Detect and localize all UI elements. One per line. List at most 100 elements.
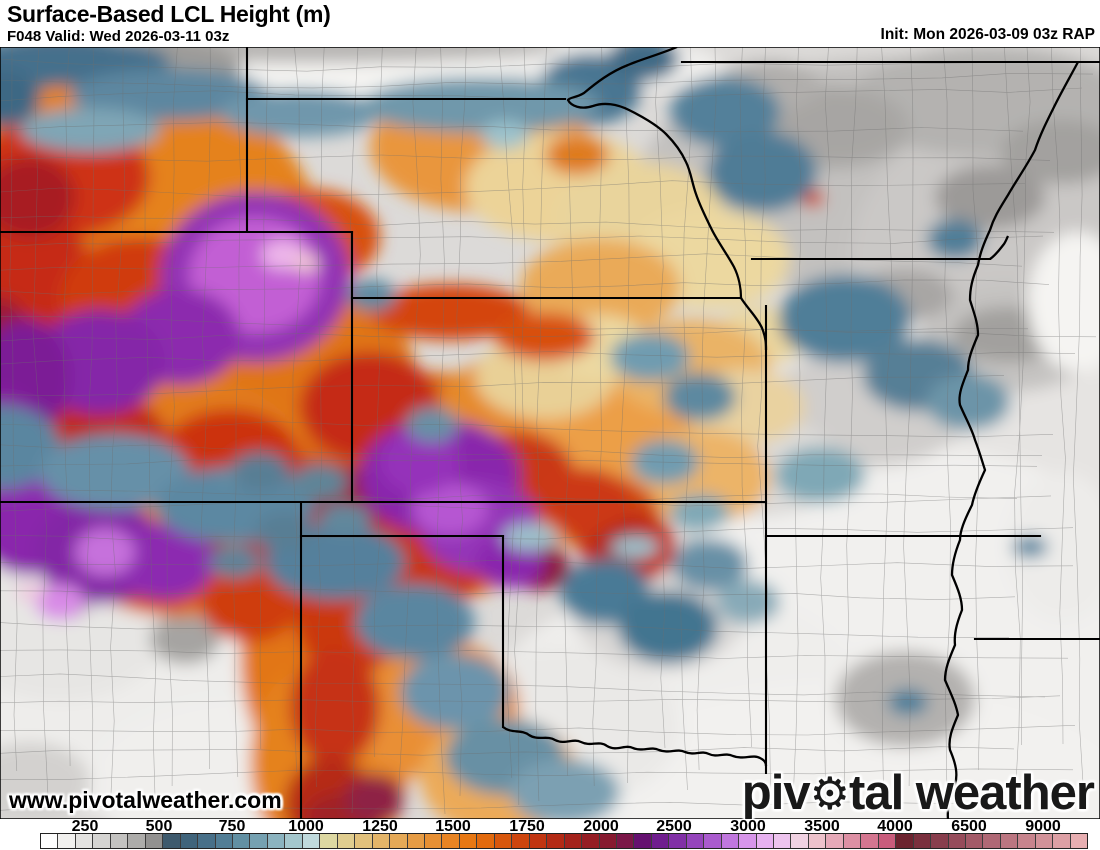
county-line: [943, 47, 951, 784]
lcl-field-blob: [345, 775, 405, 819]
colorbar-cell: [355, 834, 373, 848]
colorbar-cell: [302, 834, 321, 848]
colorbar-cell: [913, 834, 932, 848]
colorbar-cell: [128, 834, 146, 848]
lcl-field-blob: [607, 47, 679, 81]
colorbar-cell: [1053, 834, 1071, 848]
colorbar-cell: [512, 834, 530, 848]
county-line: [655, 47, 666, 749]
county-line: [792, 47, 802, 798]
county-line: [881, 47, 893, 810]
lcl-field-blob: [783, 97, 893, 153]
lcl-field-blob: [219, 471, 237, 483]
colorbar-cell: [1018, 834, 1036, 848]
lcl-field-blob: [0, 71, 40, 127]
county-line: [436, 47, 446, 815]
county-line: [0, 328, 1097, 342]
colorbar-cell: [250, 834, 268, 848]
county-line: [0, 725, 1076, 736]
lcl-field-blob: [380, 430, 460, 494]
colorbar-tick-label: 1000: [288, 818, 324, 835]
county-line: [592, 47, 603, 787]
county-line: [110, 47, 126, 797]
county-line: [696, 47, 717, 771]
lcl-field-blob: [200, 562, 300, 642]
colorbar-cell: [145, 834, 164, 848]
colorbar-cell: [756, 834, 775, 848]
forecast-valid-label: F048 Valid: Wed 2026-03-11 03z: [7, 28, 230, 45]
lcl-field-blob: [664, 373, 736, 421]
colorbar-cell: [110, 834, 129, 848]
county-line: [86, 47, 95, 803]
colorbar-cell: [529, 834, 548, 848]
lcl-field-blob: [40, 434, 190, 510]
river-border: [943, 61, 1080, 819]
colorbar-cell: [1035, 834, 1054, 848]
lcl-field-blob: [220, 89, 380, 137]
lcl-field-blob: [670, 77, 780, 147]
pivotal-weather-logo: piv⚙tal weather: [742, 765, 1095, 821]
lcl-field-blob: [1028, 232, 1100, 372]
lcl-field-blob: [209, 546, 261, 578]
county-line: [0, 673, 1046, 698]
lcl-field-blob: [255, 512, 315, 552]
county-line: [564, 47, 574, 777]
county-line: [456, 47, 467, 797]
colorbar-cell: [861, 834, 879, 848]
lcl-field-blob: [400, 654, 510, 730]
colorbar-cell: [58, 834, 76, 848]
colorbar-cell: [285, 834, 303, 848]
lcl-field-blob: [716, 580, 780, 624]
colorbar-tick-label: 1500: [435, 818, 471, 835]
colorbar-cells: [40, 833, 1088, 849]
lcl-field-blob: [502, 523, 558, 551]
county-line: [0, 121, 1024, 133]
colorbar-cell: [948, 834, 967, 848]
lcl-field-blob: [1012, 536, 1048, 558]
county-line: [0, 421, 1054, 438]
colorbar-cell: [931, 834, 949, 848]
colorbar-area: 250 500 750 1000 1250 1500 1750 2000 2500 3000 350…: [0, 818, 1100, 850]
colorbar-cell: [41, 834, 59, 848]
colorbar-cell: [459, 834, 478, 848]
county-line: [0, 559, 1074, 570]
county-line: [535, 47, 547, 802]
lcl-field-blob: [35, 584, 85, 620]
colorbar-cell: [547, 834, 565, 848]
colorbar-cell: [215, 834, 233, 848]
colorbar-tick-label: 250: [71, 818, 99, 835]
colorbar-cell: [634, 834, 652, 848]
colorbar-cell: [599, 834, 617, 848]
lcl-field-blob: [360, 77, 600, 133]
county-line: [0, 489, 1018, 501]
county-line: [0, 375, 1005, 397]
colorbar-cell: [442, 834, 460, 848]
colorbar-cell: [739, 834, 757, 848]
county-line: [0, 180, 1026, 198]
colorbar-cell: [267, 834, 286, 848]
watermark-url: www.pivotalweather.com: [9, 787, 282, 813]
colorbar-cell: [651, 834, 670, 848]
county-line: [0, 527, 1074, 541]
county-line: [903, 47, 914, 787]
colorbar-cell: [843, 834, 862, 848]
river-borders-layer: [502, 47, 1080, 819]
colorbar-tick-label: 3500: [804, 818, 840, 835]
colorbar-cell: [75, 834, 94, 848]
colorbar-cell: [791, 834, 809, 848]
colorbar-tick-label: 6500: [951, 818, 987, 835]
colorbar-cell: [1000, 834, 1019, 848]
river-border: [989, 235, 1010, 260]
colorbar-cell: [983, 834, 1001, 848]
lcl-field-blob: [292, 464, 348, 500]
county-line: [0, 801, 1029, 811]
colorbar-cell: [564, 834, 583, 848]
colorbar-cell: [704, 834, 722, 848]
state-borders-layer: [0, 47, 1100, 819]
colorbar-cell: [337, 834, 356, 848]
river-border: [502, 726, 768, 767]
county-line: [0, 253, 1023, 271]
colorbar-cell: [180, 834, 199, 848]
lcl-field-blob: [75, 528, 135, 576]
colorbar-cell: [878, 834, 897, 848]
